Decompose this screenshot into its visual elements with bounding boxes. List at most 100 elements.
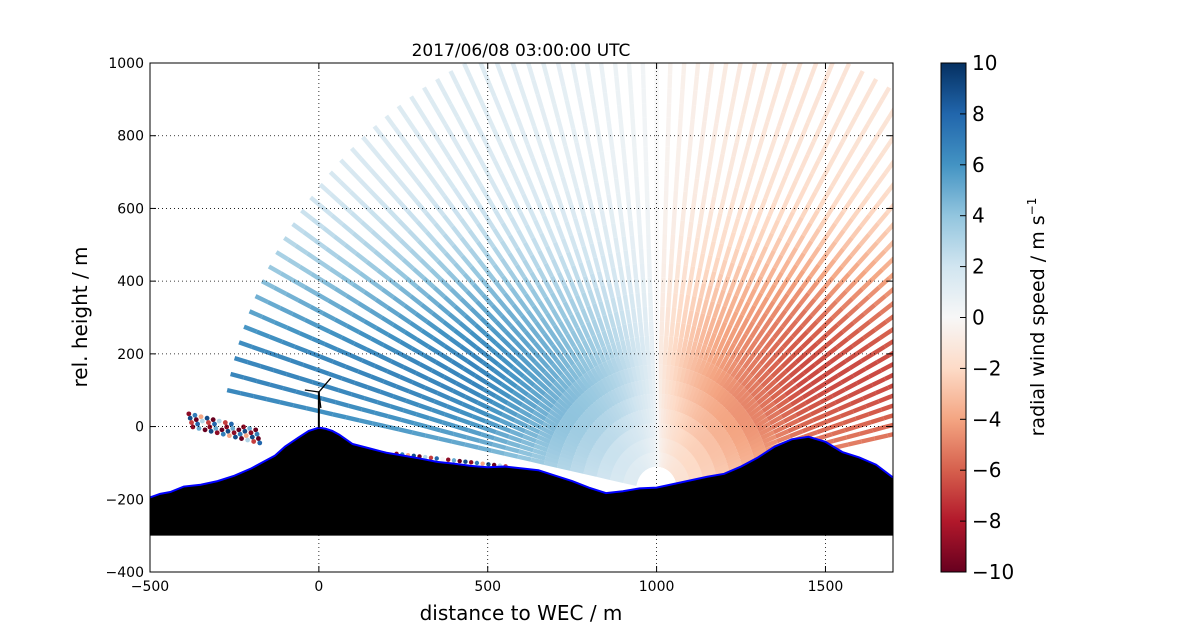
ray-segment bbox=[737, 113, 746, 130]
ray-segment bbox=[745, 255, 755, 271]
ray-segment bbox=[721, 65, 728, 81]
ray-segment bbox=[549, 440, 564, 450]
ray-segment bbox=[644, 335, 650, 351]
ray-segment bbox=[517, 454, 532, 462]
ray-segment bbox=[799, 418, 815, 428]
ray-segment bbox=[747, 71, 756, 87]
ray-segment bbox=[537, 356, 551, 370]
ray-segment bbox=[702, 414, 715, 429]
ray-segment bbox=[640, 380, 647, 396]
ray-segment bbox=[633, 278, 640, 294]
ray-segment bbox=[583, 355, 595, 370]
ray-segment bbox=[879, 302, 893, 315]
ray-segment bbox=[669, 321, 676, 337]
ray-segment bbox=[674, 351, 682, 367]
ray-segment bbox=[430, 368, 446, 379]
ray-segment bbox=[425, 319, 440, 332]
ray-segment bbox=[821, 367, 836, 379]
ray-segment bbox=[276, 353, 292, 363]
ray-segment bbox=[719, 229, 728, 245]
ray-segment bbox=[467, 108, 478, 124]
ray-segment bbox=[830, 306, 844, 320]
ray-segment bbox=[775, 397, 790, 410]
ray-segment bbox=[606, 194, 614, 210]
ray-segment bbox=[749, 117, 758, 133]
ray-segment bbox=[880, 362, 893, 373]
ray-segment bbox=[851, 336, 866, 348]
ray-segment bbox=[754, 328, 766, 343]
ray-segment bbox=[686, 280, 693, 296]
ray-segment bbox=[734, 348, 746, 363]
ray-segment bbox=[353, 380, 369, 390]
ray-segment bbox=[877, 276, 891, 290]
ray-segment bbox=[697, 359, 707, 375]
ray-segment bbox=[459, 344, 474, 356]
ray-segment bbox=[603, 269, 612, 285]
ray-segment bbox=[533, 360, 547, 374]
ray-segment bbox=[550, 436, 565, 446]
ray-segment bbox=[546, 448, 561, 457]
ray-segment bbox=[712, 319, 722, 335]
ray-segment bbox=[459, 409, 474, 419]
ray-segment bbox=[613, 237, 621, 253]
ray-segment bbox=[536, 434, 552, 445]
ray-segment bbox=[883, 239, 893, 253]
ray-segment bbox=[806, 368, 821, 381]
ray-segment bbox=[400, 417, 415, 426]
ray-segment bbox=[802, 44, 807, 58]
ray-segment bbox=[616, 295, 624, 311]
ray-segment bbox=[584, 184, 592, 200]
ray-segment bbox=[542, 332, 555, 347]
noisy-scan-dot bbox=[201, 423, 207, 428]
ray-segment bbox=[805, 141, 816, 156]
ray-segment bbox=[762, 434, 777, 445]
noisy-scan-dot bbox=[446, 457, 451, 462]
ray-segment bbox=[583, 466, 599, 475]
ray-segment bbox=[662, 350, 668, 366]
ray-segment bbox=[618, 266, 625, 282]
ray-segment bbox=[805, 341, 819, 355]
ray-segment bbox=[685, 418, 696, 433]
ray-segment bbox=[619, 310, 627, 326]
ray-segment bbox=[668, 263, 674, 279]
ray-segment bbox=[722, 357, 734, 373]
ray-segment bbox=[731, 142, 739, 158]
ray-segment bbox=[858, 194, 871, 209]
ray-segment bbox=[867, 78, 879, 93]
ray-segment bbox=[772, 254, 784, 270]
ray-segment bbox=[544, 75, 553, 91]
ray-segment bbox=[824, 203, 836, 219]
ray-segment bbox=[513, 418, 528, 429]
ray-segment bbox=[573, 218, 582, 234]
ray-segment bbox=[596, 416, 609, 431]
ray-segment bbox=[805, 320, 819, 334]
ray-segment bbox=[760, 121, 770, 137]
ray-segment bbox=[347, 403, 363, 412]
ray-segment bbox=[579, 357, 591, 373]
ray-segment bbox=[598, 301, 607, 317]
ray-segment bbox=[436, 111, 448, 126]
ray-segment bbox=[479, 338, 494, 352]
ray-segment bbox=[467, 229, 480, 244]
ray-segment bbox=[638, 409, 647, 425]
ray-segment bbox=[523, 350, 537, 364]
ray-segment bbox=[767, 341, 781, 355]
ray-segment bbox=[543, 370, 557, 384]
ray-segment bbox=[591, 421, 605, 435]
ray-segment bbox=[626, 17, 627, 32]
noisy-scan-dot bbox=[254, 431, 260, 437]
noisy-scan-dot bbox=[257, 440, 263, 446]
ray-segment bbox=[774, 429, 789, 439]
x-axis-label: distance to WEC / m bbox=[420, 601, 623, 625]
ray-segment bbox=[746, 432, 761, 443]
ray-segment bbox=[687, 133, 694, 149]
ray-segment bbox=[735, 204, 745, 220]
ray-segment bbox=[714, 167, 722, 183]
ray-segment bbox=[816, 147, 827, 162]
ray-segment bbox=[541, 351, 555, 366]
ray-segment bbox=[625, 191, 632, 207]
ray-segment bbox=[732, 407, 747, 420]
ray-segment bbox=[607, 313, 616, 329]
ray-segment bbox=[851, 135, 863, 151]
ray-segment bbox=[727, 156, 736, 172]
